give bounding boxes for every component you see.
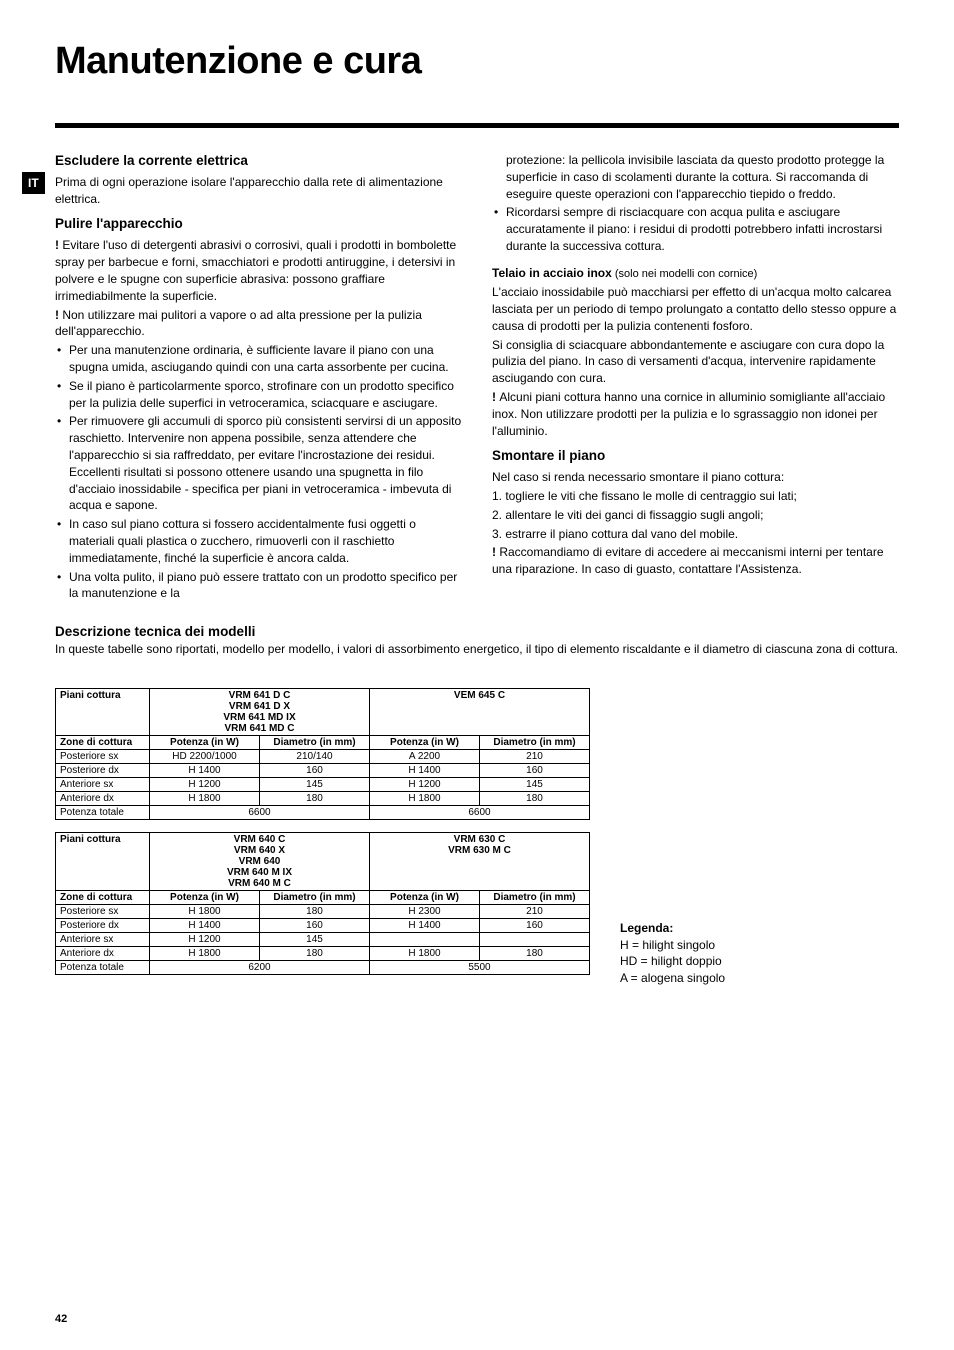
list-item: In caso sul piano cottura si fossero acc… [55,516,462,566]
heading-escludere: Escludere la corrente elettrica [55,152,462,171]
spec-table-1: Piani cotturaVRM 641 D C VRM 641 D X VRM… [55,688,590,820]
horizontal-rule [55,123,899,128]
body-columns: Escludere la corrente elettrica Prima di… [55,152,899,604]
step-2: 2. allentare le viti dei ganci di fissag… [492,507,899,524]
warning-1: ! Evitare l'uso di detergenti abrasivi o… [55,237,462,304]
step-3: 3. estrarre il piano cottura dal vano de… [492,526,899,543]
tables-column: Piani cotturaVRM 641 D C VRM 641 D X VRM… [55,688,590,987]
heading-smontare: Smontare il piano [492,447,899,466]
bullet-list: Ricordarsi sempre di risciacquare con ac… [492,204,899,254]
right-column: protezione: la pellicola invisibile lasc… [492,152,899,604]
description-section: Descrizione tecnica dei modelli In quest… [55,624,899,987]
telaio-title: Telaio in acciaio inox [492,266,612,280]
page-title: Manutenzione e cura [55,40,899,83]
telaio-note: (solo nei modelli con cornice) [612,268,758,280]
warning-text: Evitare l'uso di detergenti abrasivi o c… [55,238,456,302]
description-intro: In queste tabelle sono riportati, modell… [55,641,899,658]
warning-2: ! Non utilizzare mai pulitori a vapore o… [55,307,462,341]
warning-text: Raccomandiamo di evitare di accedere ai … [492,545,884,576]
warning-4: ! Raccomandiamo di evitare di accedere a… [492,544,899,578]
legend-title: Legenda: [620,920,725,937]
warning-3: ! Alcuni piani cottura hanno una cornice… [492,389,899,439]
para: Prima di ogni operazione isolare l'appar… [55,174,462,208]
heading-pulire: Pulire l'apparecchio [55,215,462,234]
list-item: Per rimuovere gli accumuli di sporco più… [55,413,462,514]
list-item: Una volta pulito, il piano può essere tr… [55,569,462,603]
list-item: Ricordarsi sempre di risciacquare con ac… [492,204,899,254]
spec-table-2: Piani cotturaVRM 640 C VRM 640 X VRM 640… [55,832,590,975]
para: L'acciaio inossidabile può macchiarsi pe… [492,284,899,334]
para: Si consiglia di sciacquare abbondantemen… [492,337,899,387]
legend-line: A = alogena singolo [620,970,725,987]
heading-descrizione: Descrizione tecnica dei modelli [55,624,899,639]
list-item: Se il piano è particolarmente sporco, st… [55,378,462,412]
warning-text: Non utilizzare mai pulitori a vapore o a… [55,308,422,339]
para: Nel caso si renda necessario smontare il… [492,469,899,486]
left-column: Escludere la corrente elettrica Prima di… [55,152,462,604]
step-1: 1. togliere le viti che fissano le molle… [492,488,899,505]
telaio-heading: Telaio in acciaio inox (solo nei modelli… [492,265,899,282]
list-item: Per una manutenzione ordinaria, è suffic… [55,342,462,376]
legend-line: HD = hilight doppio [620,953,725,970]
legend-line: H = hilight singolo [620,937,725,954]
warning-text: Alcuni piani cottura hanno una cornice i… [492,390,885,438]
language-badge: IT [22,172,45,194]
continuation-para: protezione: la pellicola invisibile lasc… [492,152,899,202]
bullet-list: Per una manutenzione ordinaria, è suffic… [55,342,462,602]
legend: Legenda: H = hilight singolo HD = hiligh… [620,920,725,987]
tables-wrapper: Piani cotturaVRM 641 D C VRM 641 D X VRM… [55,688,899,987]
page-number: 42 [55,1313,67,1325]
